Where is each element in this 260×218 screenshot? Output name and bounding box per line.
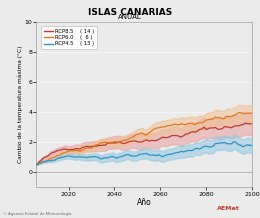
Text: ISLAS CANARIAS: ISLAS CANARIAS [88,8,172,17]
Text: AEMet: AEMet [217,206,240,211]
Text: © Agencia Estatal de Meteorología: © Agencia Estatal de Meteorología [3,212,71,216]
Y-axis label: Cambio de la temperatura máxima (°C): Cambio de la temperatura máxima (°C) [18,46,23,163]
Legend: RCP8.5    ( 14 ), RCP6.0    (  6 ), RCP4.5    ( 13 ): RCP8.5 ( 14 ), RCP6.0 ( 6 ), RCP4.5 ( 13… [41,26,97,49]
X-axis label: Año: Año [137,198,152,207]
Text: ANUAL: ANUAL [118,14,142,20]
